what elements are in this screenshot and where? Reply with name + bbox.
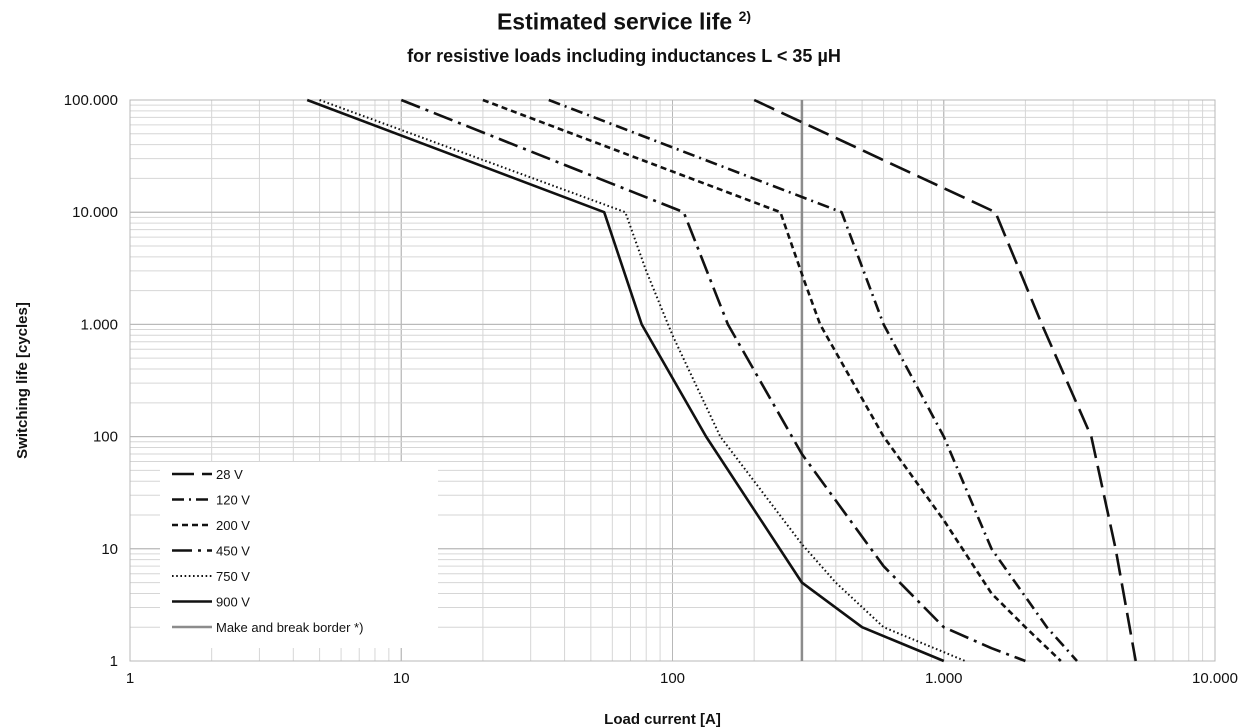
chart-subtitle: for resistive loads including inductance…: [407, 46, 841, 66]
y-axis-title: Switching life [cycles]: [14, 302, 31, 459]
y-tick-label: 100: [93, 429, 118, 446]
chart-title-footnote: 2): [738, 8, 752, 24]
legend-label: 750 V: [216, 569, 250, 584]
x-tick-label: 10.000: [1192, 670, 1238, 687]
legend-label: 450 V: [216, 544, 250, 559]
x-tick-label: 100: [660, 670, 685, 687]
x-tick-label: 1: [126, 670, 134, 687]
series-line-28v: [753, 98, 1137, 662]
x-tick-label: 10: [393, 670, 410, 687]
legend-label: Make and break border *): [216, 620, 363, 635]
x-axis-title: Load current [A]: [604, 711, 721, 728]
y-tick-label: 100.000: [64, 92, 118, 109]
plot-border: [129, 99, 1216, 662]
x-tick-label: 1.000: [925, 670, 963, 687]
y-tick-label: 10: [101, 541, 118, 558]
legend-label: 200 V: [216, 518, 250, 533]
legend-label: 900 V: [216, 595, 250, 610]
legend: 28 V 120 V 200 V 450 V 750 V 900 V Make and br…: [160, 462, 438, 648]
series-line-200v: [482, 98, 1062, 662]
chart-title-text: Estimated service life: [496, 8, 733, 35]
y-tick-label: 1: [110, 653, 118, 670]
series-line-750v: [319, 99, 966, 662]
legend-label: 28 V: [216, 467, 243, 482]
series-line-900v: [306, 98, 945, 663]
series-line-120v: [548, 98, 1078, 662]
series-line-450v: [400, 98, 1026, 663]
chart-title: Estimated service life 2): [0, 8, 1248, 36]
legend-box: [160, 462, 438, 648]
legend-label: 120 V: [216, 493, 250, 508]
y-tick-label: 1.000: [80, 316, 118, 333]
y-tick-label: 10.000: [72, 204, 118, 221]
